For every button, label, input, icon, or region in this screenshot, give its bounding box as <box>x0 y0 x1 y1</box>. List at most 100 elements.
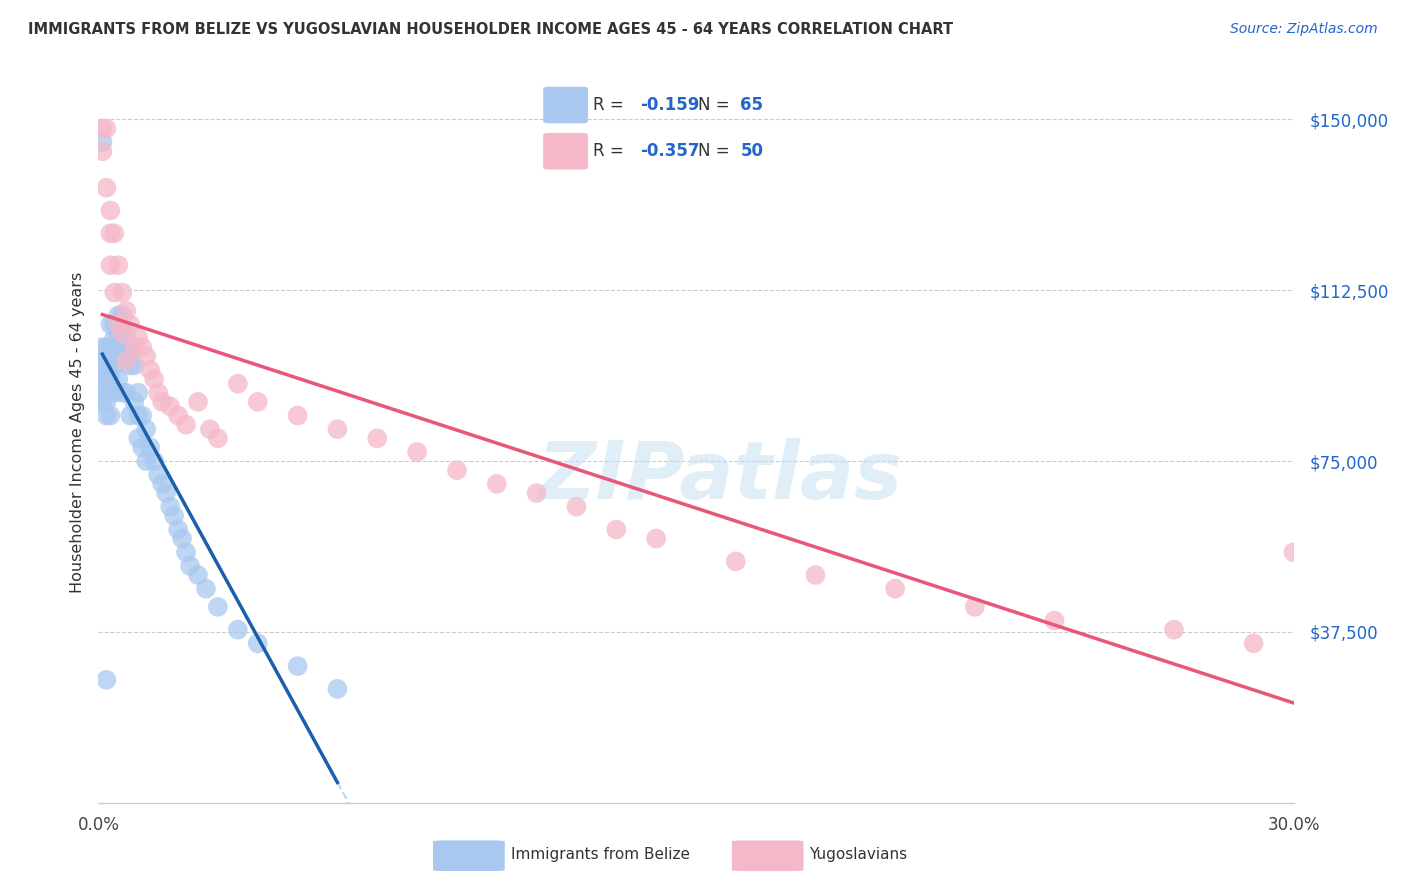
Point <box>167 523 190 537</box>
Point <box>120 359 142 373</box>
Point <box>115 385 138 400</box>
Point <box>115 303 138 318</box>
Point <box>139 441 162 455</box>
Point <box>124 359 146 373</box>
Point <box>91 381 114 395</box>
Point <box>174 545 197 559</box>
Point <box>91 354 114 368</box>
Point <box>127 409 149 423</box>
Point <box>115 354 138 368</box>
Point <box>124 340 146 354</box>
Point <box>150 476 173 491</box>
Point <box>804 568 827 582</box>
Point <box>565 500 588 514</box>
Point <box>107 308 129 322</box>
Point <box>172 532 194 546</box>
Point <box>111 326 134 341</box>
Point <box>207 599 229 614</box>
Point <box>963 599 986 614</box>
Point <box>96 121 118 136</box>
Point <box>115 326 138 341</box>
Point <box>91 395 114 409</box>
Point <box>96 180 118 194</box>
Point <box>131 409 153 423</box>
Point <box>107 326 129 341</box>
Point <box>107 372 129 386</box>
Point <box>1243 636 1265 650</box>
Point <box>326 681 349 696</box>
Point <box>187 395 209 409</box>
Point <box>103 285 125 300</box>
Point <box>103 318 125 332</box>
Point <box>98 409 122 423</box>
Point <box>127 385 149 400</box>
Point <box>107 344 129 359</box>
Point <box>111 285 134 300</box>
Point <box>406 445 429 459</box>
Point <box>139 363 162 377</box>
Point <box>127 431 149 445</box>
Point <box>724 554 747 568</box>
Text: IMMIGRANTS FROM BELIZE VS YUGOSLAVIAN HOUSEHOLDER INCOME AGES 45 - 64 YEARS CORR: IMMIGRANTS FROM BELIZE VS YUGOSLAVIAN HO… <box>28 22 953 37</box>
Point <box>143 372 166 386</box>
Point <box>98 318 122 332</box>
Point <box>111 385 134 400</box>
Point <box>143 454 166 468</box>
Point <box>366 431 388 445</box>
Point <box>103 227 125 241</box>
Point <box>207 431 229 445</box>
Point <box>645 532 668 546</box>
Text: ZIPatlas: ZIPatlas <box>537 438 903 516</box>
Point <box>195 582 218 596</box>
Point <box>91 368 114 382</box>
Point <box>127 331 149 345</box>
Point <box>103 385 125 400</box>
Point <box>96 395 118 409</box>
Point <box>115 340 138 354</box>
Point <box>103 331 125 345</box>
Point <box>91 121 114 136</box>
Point <box>1163 623 1185 637</box>
Point <box>96 340 118 354</box>
Point <box>446 463 468 477</box>
Text: Source: ZipAtlas.com: Source: ZipAtlas.com <box>1230 22 1378 37</box>
Point <box>98 354 122 368</box>
Point <box>174 417 197 432</box>
Point <box>135 349 157 363</box>
Point <box>120 409 142 423</box>
Point <box>246 395 269 409</box>
Point <box>111 308 134 322</box>
Point <box>1282 545 1305 559</box>
Point <box>124 395 146 409</box>
Point <box>131 441 153 455</box>
Point <box>163 508 186 523</box>
Point <box>135 454 157 468</box>
Point <box>187 568 209 582</box>
Point <box>131 340 153 354</box>
Point <box>98 227 122 241</box>
Point <box>98 258 122 272</box>
Point <box>526 486 548 500</box>
Point <box>111 326 134 341</box>
Point <box>287 659 309 673</box>
Point <box>103 344 125 359</box>
Point <box>150 395 173 409</box>
Point <box>107 318 129 332</box>
Point <box>605 523 627 537</box>
Point <box>111 344 134 359</box>
Point <box>148 385 170 400</box>
Point <box>179 558 201 573</box>
Point <box>103 359 125 373</box>
Point <box>96 354 118 368</box>
Point <box>98 340 122 354</box>
Point <box>91 145 114 159</box>
Y-axis label: Householder Income Ages 45 - 64 years: Householder Income Ages 45 - 64 years <box>69 272 84 593</box>
Point <box>1043 614 1066 628</box>
Point <box>167 409 190 423</box>
Point <box>96 409 118 423</box>
Point <box>155 486 177 500</box>
Point <box>98 203 122 218</box>
Point <box>98 368 122 382</box>
Point <box>226 376 249 391</box>
Point <box>120 318 142 332</box>
